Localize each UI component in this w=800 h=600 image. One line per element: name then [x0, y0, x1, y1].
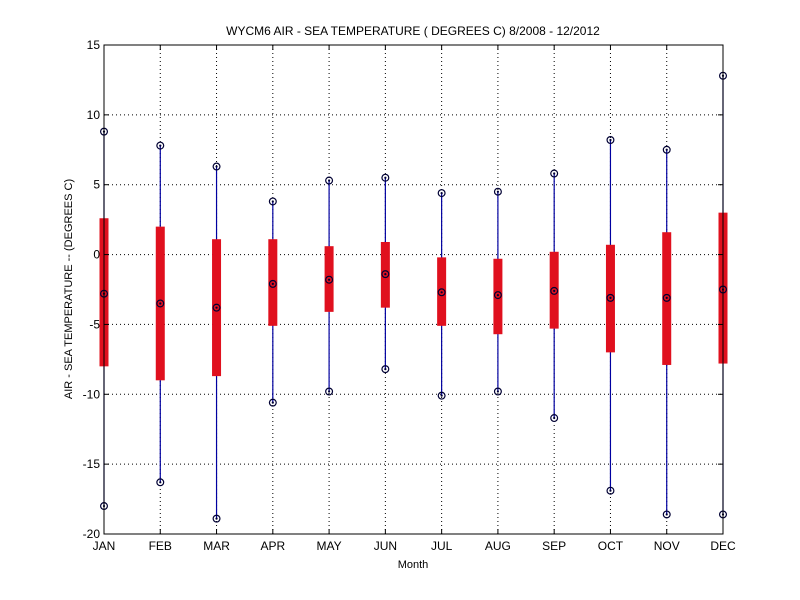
x-tick-label: NOV — [654, 539, 680, 553]
x-tick-label: APR — [260, 539, 285, 553]
min-marker — [381, 365, 390, 374]
chart-title: WYCM6 AIR - SEA TEMPERATURE ( DEGREES C)… — [226, 24, 600, 38]
min-marker-dot — [271, 401, 274, 404]
max-marker-dot — [440, 191, 443, 195]
y-tick-label: -5 — [89, 317, 100, 331]
median-marker-dot — [215, 306, 218, 309]
median-marker — [493, 291, 502, 300]
min-marker-dot — [553, 416, 556, 420]
max-marker — [381, 173, 390, 182]
box-jul — [437, 189, 447, 400]
max-marker-dot — [271, 200, 274, 203]
y-tick-label: 5 — [93, 178, 100, 192]
axis-ticks: -20 -15 -10 -5 0 5 10 15 JAN FEB MAR APR MAY JUN JUL AU… — [83, 38, 736, 553]
min-marker-dot — [159, 481, 162, 484]
min-marker-dot — [440, 394, 443, 397]
min-marker — [325, 387, 334, 396]
median-marker-dot — [159, 302, 162, 305]
min-marker — [550, 414, 559, 423]
min-marker-dot — [327, 390, 331, 393]
x-tick-label: OCT — [598, 539, 624, 553]
min-marker-dot — [384, 368, 387, 371]
median-marker-dot — [609, 296, 612, 299]
median-marker — [662, 293, 671, 302]
median-marker-dot — [384, 273, 387, 276]
x-tick-label: JUL — [431, 539, 453, 553]
median-marker — [212, 303, 221, 312]
median-marker — [606, 293, 615, 302]
max-marker — [550, 169, 559, 178]
median-marker — [325, 275, 334, 284]
box-apr — [268, 197, 278, 407]
min-marker — [606, 486, 615, 495]
max-marker-dot — [159, 144, 162, 147]
median-marker-dot — [327, 278, 331, 281]
min-marker — [212, 514, 221, 523]
max-marker — [212, 162, 221, 171]
max-marker — [606, 136, 615, 145]
box-nov — [662, 145, 672, 519]
max-marker-dot — [496, 190, 500, 193]
x-tick-label: MAY — [317, 539, 342, 553]
y-tick-label: -20 — [83, 527, 101, 541]
min-marker-dot — [609, 489, 612, 492]
median-marker-dot — [271, 282, 274, 286]
box-sep — [549, 169, 559, 423]
median-marker-dot — [665, 296, 668, 299]
max-marker-dot — [215, 165, 218, 168]
max-marker-dot — [665, 148, 668, 151]
min-marker-dot — [496, 390, 500, 393]
x-tick-label: AUG — [485, 539, 511, 553]
max-marker — [662, 145, 671, 154]
y-tick-label: 15 — [87, 38, 101, 52]
box-feb — [155, 141, 165, 487]
min-marker — [493, 387, 502, 396]
median-marker-dot — [440, 291, 443, 294]
iqr-box — [493, 258, 503, 335]
median-marker-dot — [553, 289, 556, 292]
x-axis-label: Month — [398, 559, 429, 571]
median-marker — [381, 270, 390, 279]
median-marker-dot — [496, 293, 500, 297]
max-marker — [437, 189, 446, 198]
box-aug — [493, 187, 503, 396]
y-axis-label: AIR - SEA TEMPERATURE -- (DEGREES C) — [63, 179, 75, 399]
min-marker — [268, 398, 277, 407]
median-marker — [268, 279, 277, 288]
x-tick-label: JUN — [374, 539, 397, 553]
min-marker — [437, 391, 446, 400]
max-marker-dot — [327, 179, 331, 182]
median-marker — [156, 299, 165, 308]
min-marker-dot — [665, 513, 668, 516]
y-tick-label: 0 — [93, 248, 100, 262]
x-tick-label: DEC — [710, 539, 736, 553]
max-marker — [325, 176, 334, 185]
max-marker — [268, 197, 277, 206]
box-may — [324, 176, 334, 396]
max-marker-dot — [553, 172, 556, 175]
max-marker — [493, 187, 502, 196]
iqr-box — [268, 239, 278, 326]
max-marker-dot — [609, 138, 612, 142]
y-tick-label: -10 — [83, 387, 101, 401]
median-marker — [550, 286, 559, 295]
box-oct — [605, 136, 615, 495]
box-jun — [380, 173, 390, 374]
box-mar — [212, 162, 222, 523]
min-marker — [156, 478, 165, 487]
x-tick-label: JAN — [93, 539, 116, 553]
max-marker — [156, 141, 165, 150]
y-tick-label: -15 — [83, 457, 101, 471]
x-tick-label: SEP — [542, 539, 566, 553]
y-tick-label: 10 — [87, 108, 101, 122]
min-marker — [662, 510, 671, 519]
x-tick-label: FEB — [149, 539, 172, 553]
min-marker-dot — [215, 517, 218, 520]
max-marker-dot — [384, 176, 387, 179]
median-marker — [437, 288, 446, 297]
x-tick-label: MAR — [203, 539, 230, 553]
plot-frame — [103, 44, 724, 535]
